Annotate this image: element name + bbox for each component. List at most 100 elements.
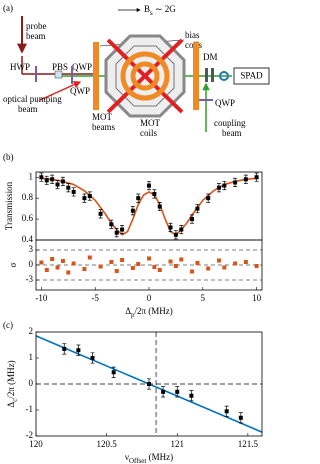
y-axis-label-main: Δ <box>6 402 16 408</box>
data-point <box>157 268 162 272</box>
data-point <box>136 196 141 201</box>
data-point <box>120 258 125 262</box>
y-tick-label: 2 <box>29 326 34 336</box>
y-axis-label: Transmission <box>4 181 14 230</box>
y-axis-label: Δc/2π (MHz) <box>6 360 19 407</box>
data-point <box>136 262 141 266</box>
fiber <box>219 71 229 81</box>
y-tick-label: -3 <box>26 274 34 284</box>
data-point <box>243 260 248 264</box>
data-point <box>173 232 178 237</box>
pumping-label: beam <box>18 104 38 114</box>
bias-coil <box>193 42 199 110</box>
plot-frame <box>35 239 263 291</box>
dm-label: DM <box>203 52 218 62</box>
data-point <box>82 196 87 201</box>
spad-label: SPAD <box>240 71 263 81</box>
data-point <box>206 266 211 271</box>
data-point <box>71 261 76 266</box>
pumping-label: optical pumping <box>3 94 62 104</box>
y-axis-label: σ <box>8 262 18 267</box>
y-tick-label: 0.6 <box>22 213 34 223</box>
data-point <box>147 183 151 188</box>
data-point <box>111 370 116 375</box>
x-axis-label: νOffset (MHz) <box>125 452 173 464</box>
data-point <box>130 266 135 270</box>
qwp-label: QWP <box>72 62 92 72</box>
mot-coils-label: coils <box>140 128 157 138</box>
data-point <box>114 230 119 235</box>
data-point <box>39 175 44 180</box>
mot-beams-label: beams <box>92 122 115 132</box>
dichroic <box>211 68 214 82</box>
y-tick-label: 0.4 <box>22 234 34 244</box>
data-point <box>76 348 81 353</box>
y-tick-label: 1 <box>29 171 34 181</box>
x-tick-label: 121.5 <box>238 439 259 449</box>
data-point <box>254 264 259 268</box>
pumping-arrow <box>39 81 82 101</box>
panel-label: (b) <box>3 152 14 162</box>
data-point <box>114 269 119 273</box>
mot-coil <box>120 51 170 101</box>
y-tick-label: -1 <box>26 404 34 414</box>
data-point <box>254 175 259 180</box>
y-tick-label: 3 <box>29 244 34 254</box>
data-point <box>87 255 92 260</box>
data-point <box>179 257 184 262</box>
field-rest: ∼ 2G <box>153 4 177 14</box>
data-point <box>243 177 248 182</box>
spad-box <box>233 67 270 85</box>
data-point <box>44 178 49 183</box>
data-point <box>173 264 178 268</box>
data-point <box>62 346 67 351</box>
data-point <box>152 265 157 269</box>
data-point <box>50 257 55 261</box>
data-point <box>195 206 200 211</box>
x-tick-label: 10 <box>252 293 262 303</box>
data-point <box>44 268 49 272</box>
bias-label: bias <box>185 30 200 40</box>
data-point <box>90 356 95 360</box>
dichroic <box>205 68 208 82</box>
data-point <box>98 211 103 216</box>
plot-frame <box>35 331 263 437</box>
data-point <box>66 185 71 190</box>
data-point <box>147 382 151 386</box>
x-axis-label-rest: /2π (MHz) <box>135 306 173 316</box>
x-tick-label: 120 <box>29 439 43 449</box>
data-point <box>109 260 114 264</box>
data-point <box>60 179 65 184</box>
y-axis-label-rest: /2π (MHz) <box>6 360 16 398</box>
data-point <box>233 261 238 266</box>
data-point <box>238 415 243 420</box>
x-tick-label: 0 <box>147 293 152 303</box>
data-point <box>224 409 229 414</box>
data-point <box>130 208 135 213</box>
data-point <box>55 265 60 270</box>
data-point <box>152 191 157 196</box>
data-point <box>87 194 92 199</box>
y-tick-label: 0 <box>29 378 34 388</box>
data-point <box>168 259 173 264</box>
data-point <box>66 270 71 275</box>
data-point <box>168 225 173 230</box>
hwp-label: HWP <box>10 62 30 72</box>
chamber <box>115 45 175 107</box>
data-point <box>120 227 125 232</box>
setup-diagram: (a) Bs ∼ 2G probe beam bias coils HWP PB… <box>3 3 270 138</box>
data-point <box>161 389 166 394</box>
data-point <box>157 204 162 209</box>
x-axis-label: Δp/2π (MHz) <box>125 306 173 319</box>
field-label: Bs ∼ 2G <box>144 4 176 17</box>
y-tick-label: 1 <box>29 352 34 362</box>
data-point <box>55 182 60 187</box>
x-tick-label: 121 <box>171 439 185 449</box>
data-point <box>190 269 195 274</box>
data-point <box>190 217 195 222</box>
data-point <box>82 267 87 271</box>
x-axis-label-sub: p <box>131 311 135 319</box>
y-tick-label: -2 <box>26 430 34 440</box>
mot-coil <box>130 61 160 91</box>
field-main: B <box>144 4 150 14</box>
